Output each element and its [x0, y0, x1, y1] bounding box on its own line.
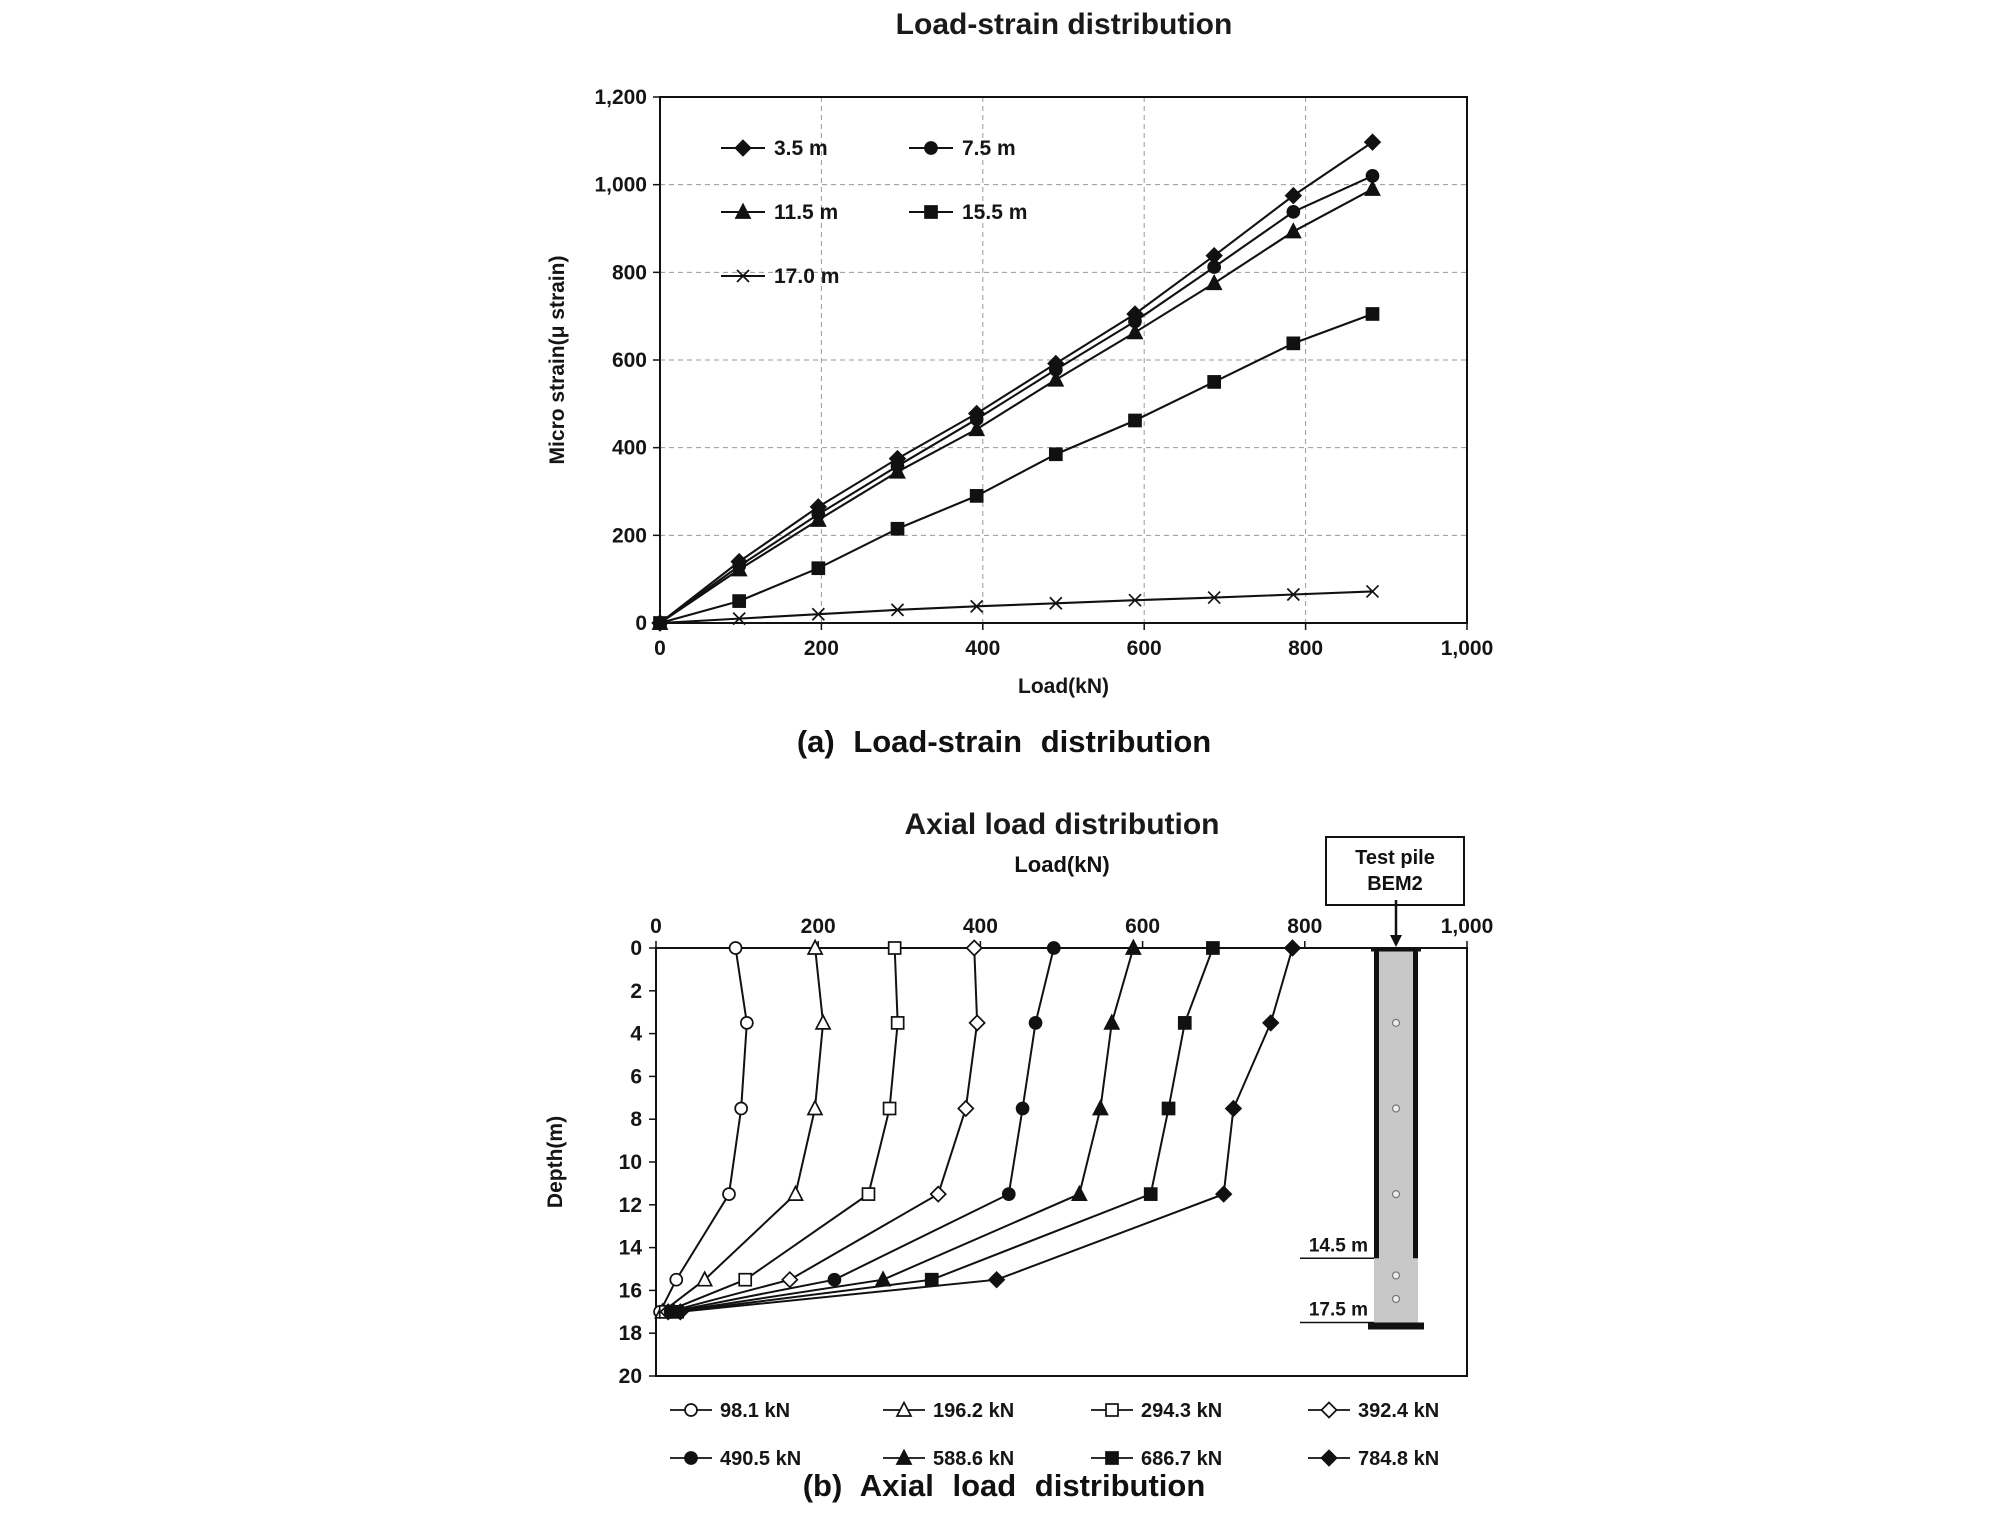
svg-text:8: 8: [630, 1108, 642, 1131]
svg-text:Depth(m): Depth(m): [544, 1116, 567, 1208]
caption-b: (b) Axial load distribution: [802, 1468, 1206, 1503]
svg-text:14: 14: [619, 1237, 643, 1260]
svg-text:17.0 m: 17.0 m: [774, 265, 839, 288]
svg-text:294.3 kN: 294.3 kN: [1141, 1400, 1222, 1422]
svg-text:Load(kN): Load(kN): [1018, 675, 1109, 698]
chart-b-series-98.1-kN: [653, 941, 754, 1319]
svg-text:800: 800: [1287, 915, 1322, 938]
chart-b-series-392.4-kN: [659, 939, 986, 1321]
svg-text:800: 800: [612, 261, 647, 284]
svg-text:6: 6: [630, 1065, 642, 1088]
svg-text:200: 200: [612, 524, 647, 547]
svg-text:Micro strain(μ strain): Micro strain(μ strain): [546, 256, 569, 465]
svg-text:0: 0: [650, 915, 662, 938]
svg-text:20: 20: [619, 1365, 642, 1388]
svg-text:400: 400: [965, 637, 1000, 660]
svg-text:490.5 kN: 490.5 kN: [720, 1448, 801, 1470]
chart-a-series-17.0-m: [653, 584, 1380, 630]
chart-a-axes: 0 200 400 600 800 1,000 0 200 400 600 800 1,000 1,20…: [546, 86, 1493, 698]
svg-text:3.5 m: 3.5 m: [774, 137, 828, 160]
test-pile-label-line1: Test pile: [1355, 847, 1435, 869]
svg-text:11.5 m: 11.5 m: [774, 201, 838, 224]
chart-a-series-7.5-m: [653, 169, 1380, 630]
svg-text:16: 16: [619, 1279, 642, 1302]
svg-text:200: 200: [804, 637, 839, 660]
svg-text:10: 10: [619, 1151, 642, 1174]
svg-text:2: 2: [630, 980, 642, 1003]
svg-text:18: 18: [619, 1322, 643, 1345]
svg-text:0: 0: [630, 937, 642, 960]
svg-text:1,000: 1,000: [1441, 637, 1494, 660]
svg-text:12: 12: [619, 1194, 642, 1217]
svg-text:800: 800: [1288, 637, 1323, 660]
chart-b-series-294.3-kN: [658, 941, 905, 1319]
chart-b-canvas: 0 200 400 600 800 1,000 0 2 4 6 8 10 12 14 16 18 20 Depth…: [544, 900, 1493, 1470]
chart-b-axes: 0 200 400 600 800 1,000 0 2 4 6 8 10 12 14 16 18 20 Depth…: [544, 915, 1493, 1388]
svg-text:588.6 kN: 588.6 kN: [933, 1448, 1014, 1470]
svg-text:784.8 kN: 784.8 kN: [1358, 1448, 1439, 1470]
svg-text:0: 0: [635, 612, 647, 635]
svg-text:686.7 kN: 686.7 kN: [1141, 1448, 1222, 1470]
chart-a-series-15.5-m: [653, 307, 1380, 630]
svg-text:392.4 kN: 392.4 kN: [1358, 1400, 1439, 1422]
svg-text:600: 600: [612, 349, 647, 372]
test-pile-graphic: 14.5 m 17.5 m: [1300, 947, 1424, 1330]
svg-text:1,000: 1,000: [1441, 915, 1494, 938]
chart-a-series-11.5-m: [651, 179, 1381, 630]
svg-text:4: 4: [630, 1023, 642, 1046]
svg-text:600: 600: [1127, 637, 1162, 660]
svg-text:17.5 m: 17.5 m: [1309, 1300, 1368, 1321]
svg-text:15.5 m: 15.5 m: [962, 201, 1027, 224]
svg-text:400: 400: [612, 437, 647, 460]
chart-b-title: Axial load distribution: [904, 808, 1220, 841]
test-pile-label-line2: BEM2: [1367, 873, 1423, 895]
svg-text:200: 200: [801, 915, 836, 938]
chart-b-legend: 98.1 kN 196.2 kN 294.3 kN 392.4 kN 490.5 kN 5…: [670, 1400, 1439, 1470]
svg-text:600: 600: [1125, 915, 1160, 938]
test-pile-label-box: Test pile BEM2: [1325, 836, 1465, 906]
test-pile-arrow: [1390, 900, 1402, 947]
svg-text:1,200: 1,200: [594, 86, 647, 109]
chart-b-series-686.7-kN: [670, 941, 1220, 1319]
caption-a: (a) Load-strain distribution: [796, 724, 1212, 759]
chart-a-legend: 3.5 m 7.5 m 11.5 m 15.5 m 17.0 m: [721, 137, 1027, 288]
svg-text:400: 400: [963, 915, 998, 938]
svg-text:98.1 kN: 98.1 kN: [720, 1400, 790, 1422]
chart-b-series-784.8-kN: [671, 939, 1302, 1321]
svg-text:14.5 m: 14.5 m: [1309, 1235, 1368, 1256]
chart-a-canvas: 0 200 400 600 800 1,000 0 200 400 600 800 1,000 1,20…: [546, 86, 1493, 698]
svg-text:1,000: 1,000: [594, 174, 647, 197]
svg-text:0: 0: [654, 637, 666, 660]
chart-a-title: Load-strain distribution: [895, 8, 1233, 41]
chart-b-xaxis-label: Load(kN): [1014, 852, 1110, 877]
svg-text:7.5 m: 7.5 m: [962, 137, 1016, 160]
svg-text:196.2 kN: 196.2 kN: [933, 1400, 1014, 1422]
